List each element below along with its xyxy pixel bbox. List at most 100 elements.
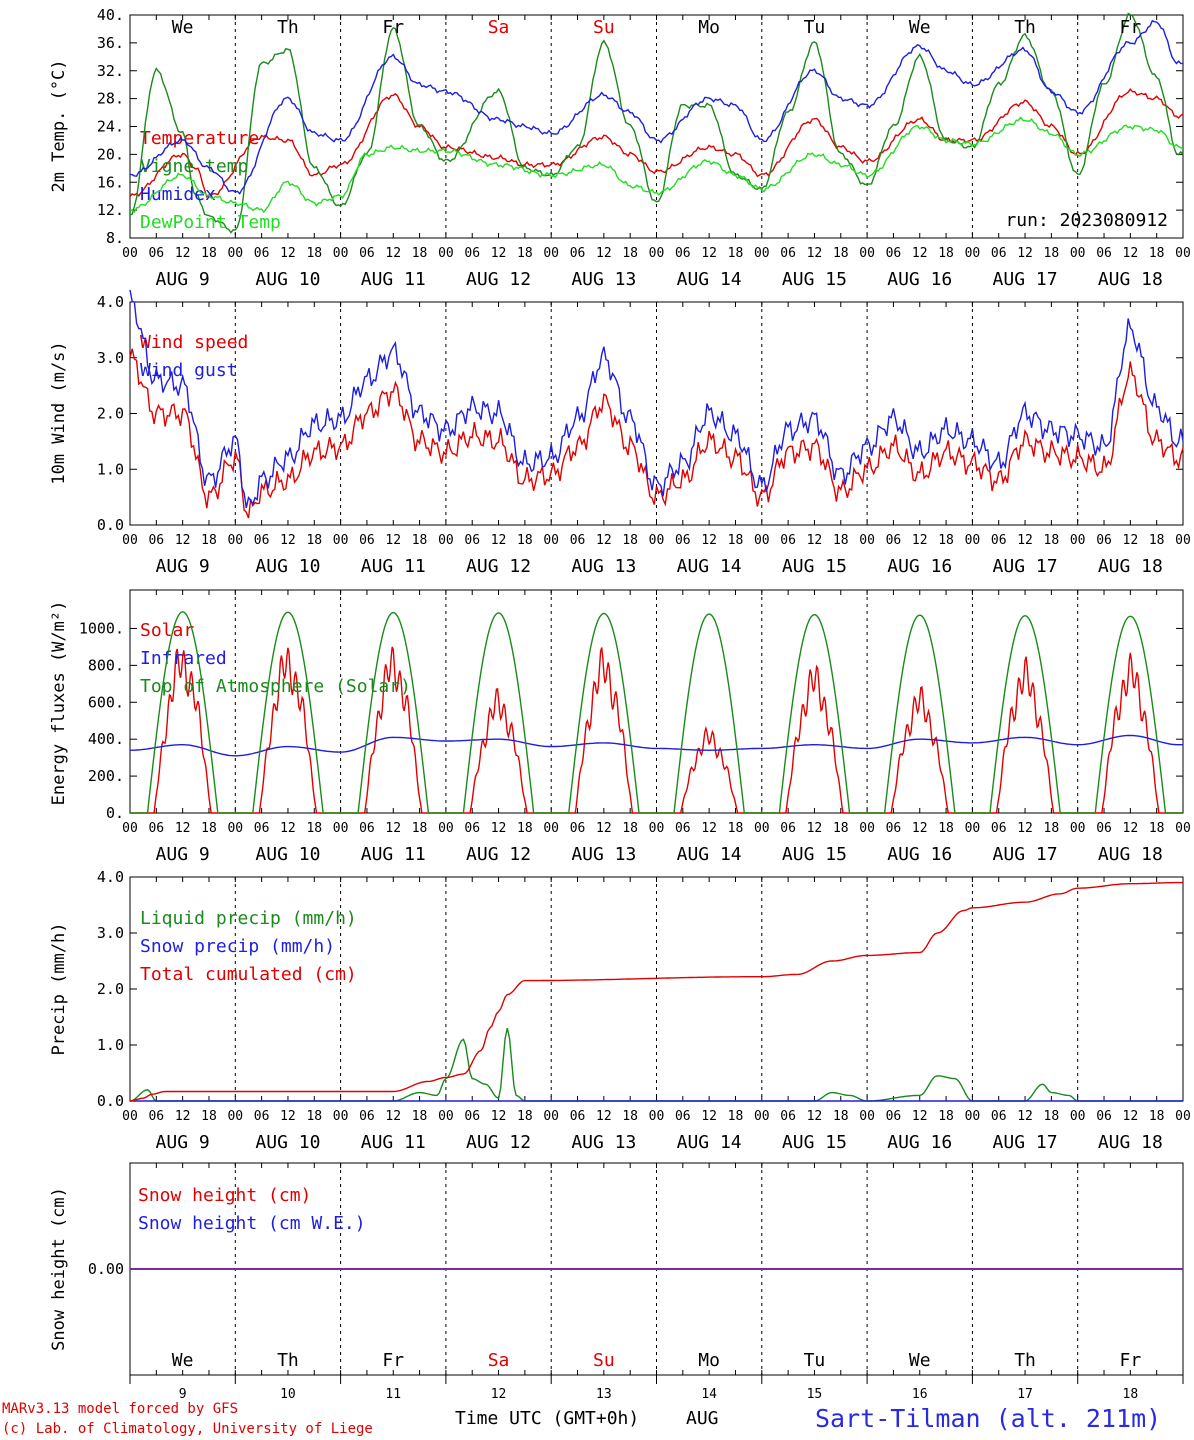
hour-tick-label: 12	[596, 533, 612, 548]
hour-tick-label: 06	[570, 821, 586, 836]
y-axis-label: Snow height (cm)	[49, 1187, 69, 1351]
hour-tick-label: 12	[912, 821, 928, 836]
date-label: AUG 16	[887, 844, 952, 865]
hour-tick-label: 06	[464, 533, 480, 548]
panels: 40. 36. 32. 28. 24. 20. 16. 12. 8. 2m Temp. (°C) T…	[49, 6, 1191, 1402]
series-humidex	[130, 19, 1184, 195]
hour-tick-label: 12	[1017, 1109, 1033, 1124]
y-tick-label: 0.0	[97, 516, 124, 534]
hour-tick-label: 18	[517, 1109, 533, 1124]
hour-tick-label: 12	[175, 533, 191, 548]
hour-tick-label: 12	[175, 1109, 191, 1124]
hour-tick-label: 18	[1149, 533, 1165, 548]
hour-tick-label: 00	[1175, 533, 1191, 548]
hour-tick-label: 18	[1044, 533, 1060, 548]
hour-tick-label: 06	[464, 1109, 480, 1124]
hour-tick-label: 12	[491, 821, 507, 836]
legend-entry: Snow height (cm W.E.)	[138, 1213, 366, 1234]
hour-tick-label: 06	[886, 1109, 902, 1124]
y-tick-label: 200.	[88, 767, 124, 785]
y-tick-label: 3.0	[97, 349, 124, 367]
hour-tick-label: 00	[1175, 821, 1191, 836]
legend-entry: Snow height (cm)	[138, 1185, 311, 1206]
weekday-label: We	[909, 17, 931, 38]
date-label: AUG 15	[782, 844, 847, 865]
y-tick-label: 4.0	[97, 868, 124, 886]
day-number-label: 14	[701, 1387, 717, 1402]
hour-tick-label: 18	[412, 246, 428, 261]
y-tick-label: 0.	[106, 804, 124, 822]
weekday-label: We	[172, 17, 194, 38]
hour-tick-label: 12	[912, 533, 928, 548]
hour-tick-label: 18	[622, 1109, 638, 1124]
hour-tick-label: 18	[306, 1109, 322, 1124]
hour-tick-label: 06	[570, 533, 586, 548]
date-label: AUG 14	[677, 1132, 742, 1153]
hour-tick-label: 00	[649, 821, 665, 836]
y-tick-label: 36.	[97, 34, 124, 52]
hour-tick-label: 00	[227, 821, 243, 836]
hour-tick-label: 18	[728, 533, 744, 548]
date-label: AUG 14	[677, 269, 742, 290]
hour-tick-label: 18	[1044, 246, 1060, 261]
hour-tick-label: 00	[227, 246, 243, 261]
hour-tick-label: 18	[728, 821, 744, 836]
legend-entry: Total cumulated (cm)	[140, 964, 357, 985]
date-label: AUG 11	[361, 556, 426, 577]
date-label: AUG 14	[677, 556, 742, 577]
y-axis-label: 10m Wind (m/s)	[49, 341, 69, 484]
x-axis-month: AUG	[686, 1408, 719, 1429]
hour-tick-label: 18	[728, 1109, 744, 1124]
hour-tick-label: 06	[780, 821, 796, 836]
y-tick-label: 28.	[97, 90, 124, 108]
hour-tick-label: 06	[254, 1109, 270, 1124]
hour-tick-label: 12	[912, 1109, 928, 1124]
hour-tick-label: 00	[333, 533, 349, 548]
series-wind-speed	[129, 348, 1184, 519]
weekday-label: Sa	[488, 17, 510, 38]
day-number-label: 15	[807, 1387, 823, 1402]
hour-tick-label: 00	[754, 1109, 770, 1124]
hour-tick-label: 00	[333, 1109, 349, 1124]
hour-tick-label: 00	[859, 821, 875, 836]
panel-1: 40. 36. 32. 28. 24. 20. 16. 12. 8. 2m Temp. (°C) T…	[49, 6, 1191, 290]
hour-tick-label: 06	[148, 533, 164, 548]
hour-tick-label: 06	[254, 246, 270, 261]
date-label: AUG 12	[466, 1132, 531, 1153]
weekday-label: Th	[277, 17, 299, 38]
run-annotation: run: 2023080912	[1005, 210, 1168, 231]
hour-tick-label: 12	[807, 821, 823, 836]
hour-tick-label: 18	[201, 821, 217, 836]
series-dewpoint-temp	[129, 116, 1184, 214]
hour-tick-label: 06	[464, 821, 480, 836]
date-label: AUG 10	[255, 844, 320, 865]
hour-tick-label: 06	[991, 1109, 1007, 1124]
hour-tick-label: 18	[1044, 1109, 1060, 1124]
y-tick-label: 4.0	[97, 293, 124, 311]
hour-tick-label: 00	[859, 246, 875, 261]
y-tick-label: 600.	[88, 693, 124, 711]
weekday-label: Fr	[382, 17, 404, 38]
weekday-label: Th	[277, 1350, 299, 1371]
hour-tick-label: 06	[148, 1109, 164, 1124]
date-label: AUG 18	[1098, 1132, 1163, 1153]
hour-tick-label: 12	[807, 246, 823, 261]
y-axis-label: 2m Temp. (°C)	[49, 59, 69, 192]
hour-tick-label: 00	[859, 1109, 875, 1124]
hour-tick-label: 12	[175, 246, 191, 261]
hour-tick-label: 06	[780, 246, 796, 261]
weekday-label: Th	[1014, 17, 1036, 38]
date-label: AUG 10	[255, 1132, 320, 1153]
y-tick-label: 20.	[97, 145, 124, 163]
hour-tick-label: 12	[280, 246, 296, 261]
hour-tick-label: 00	[965, 1109, 981, 1124]
date-label: AUG 13	[571, 1132, 636, 1153]
hour-tick-label: 12	[1123, 246, 1139, 261]
hour-tick-label: 12	[1017, 821, 1033, 836]
hour-tick-label: 18	[1149, 821, 1165, 836]
weekday-label: Fr	[382, 1350, 404, 1371]
hour-tick-label: 18	[938, 1109, 954, 1124]
date-label: AUG 12	[466, 556, 531, 577]
hour-tick-label: 00	[754, 246, 770, 261]
y-tick-label: 400.	[88, 730, 124, 748]
